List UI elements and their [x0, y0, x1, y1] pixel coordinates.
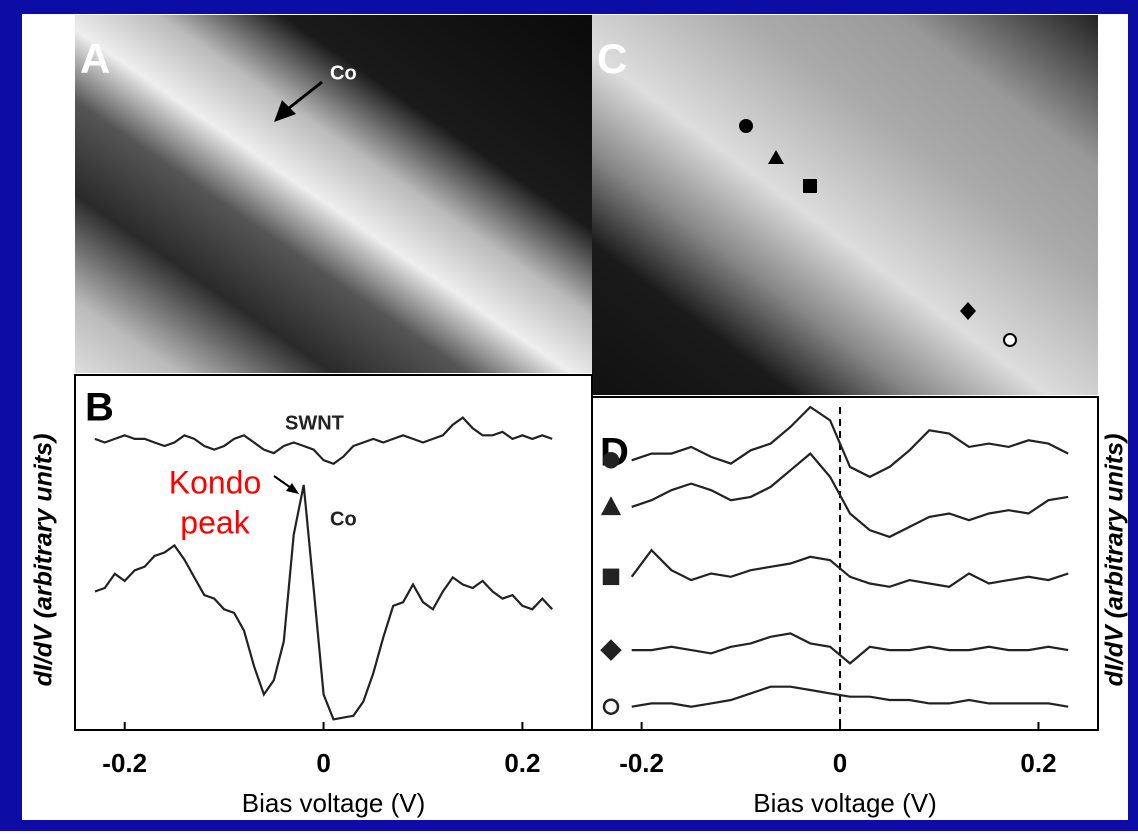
x-tick-label: 0: [316, 748, 330, 778]
data-line: [631, 685, 1069, 708]
series-label: SWNT: [285, 412, 344, 434]
data-line: [630, 548, 1069, 588]
series-marker: [600, 496, 622, 516]
panel-label: D: [600, 431, 629, 475]
x-axis-label: Bias voltage (V): [242, 788, 426, 818]
y-axis-label: dI/dV (arbitrary units): [30, 434, 58, 687]
x-axis-label: Bias voltage (V): [753, 788, 937, 818]
annotation-arrowhead: [286, 483, 299, 494]
series-marker: [602, 698, 620, 715]
annotation: peak: [180, 504, 250, 540]
series-marker: [600, 639, 622, 661]
data-line: [631, 405, 1069, 479]
series-marker: [602, 452, 620, 469]
x-tick-label: 0: [833, 748, 847, 778]
x-tick-label: -0.2: [102, 748, 147, 778]
site-marker: [1003, 333, 1017, 347]
y-axis-label: dI/dV (arbitrary units): [1101, 434, 1129, 687]
site-marker: [803, 179, 817, 193]
site-marker: [739, 119, 753, 133]
stm-image-a: [75, 15, 592, 373]
data-line: [94, 416, 553, 466]
data-line: [631, 632, 1069, 665]
site-marker: [768, 150, 784, 164]
data-line: [631, 452, 1069, 539]
panel-label: C: [597, 35, 627, 82]
series-marker: [602, 568, 620, 586]
annotation-arrow: [283, 80, 323, 114]
x-tick-label: 0.2: [504, 748, 540, 778]
series-label: Co: [330, 508, 357, 530]
x-tick-label: 0.2: [1020, 748, 1056, 778]
annotation: Kondo: [169, 464, 262, 500]
data-line: [94, 484, 554, 721]
panel-label: B: [85, 386, 114, 430]
x-tick-label: -0.2: [619, 748, 664, 778]
site-marker: [960, 302, 976, 320]
panel-label: A: [80, 35, 110, 82]
annotation-arrowhead: [274, 100, 296, 122]
image-annotation: Co: [330, 62, 357, 84]
plot-frame: [591, 396, 1099, 731]
stm-image-c: [592, 15, 1098, 395]
